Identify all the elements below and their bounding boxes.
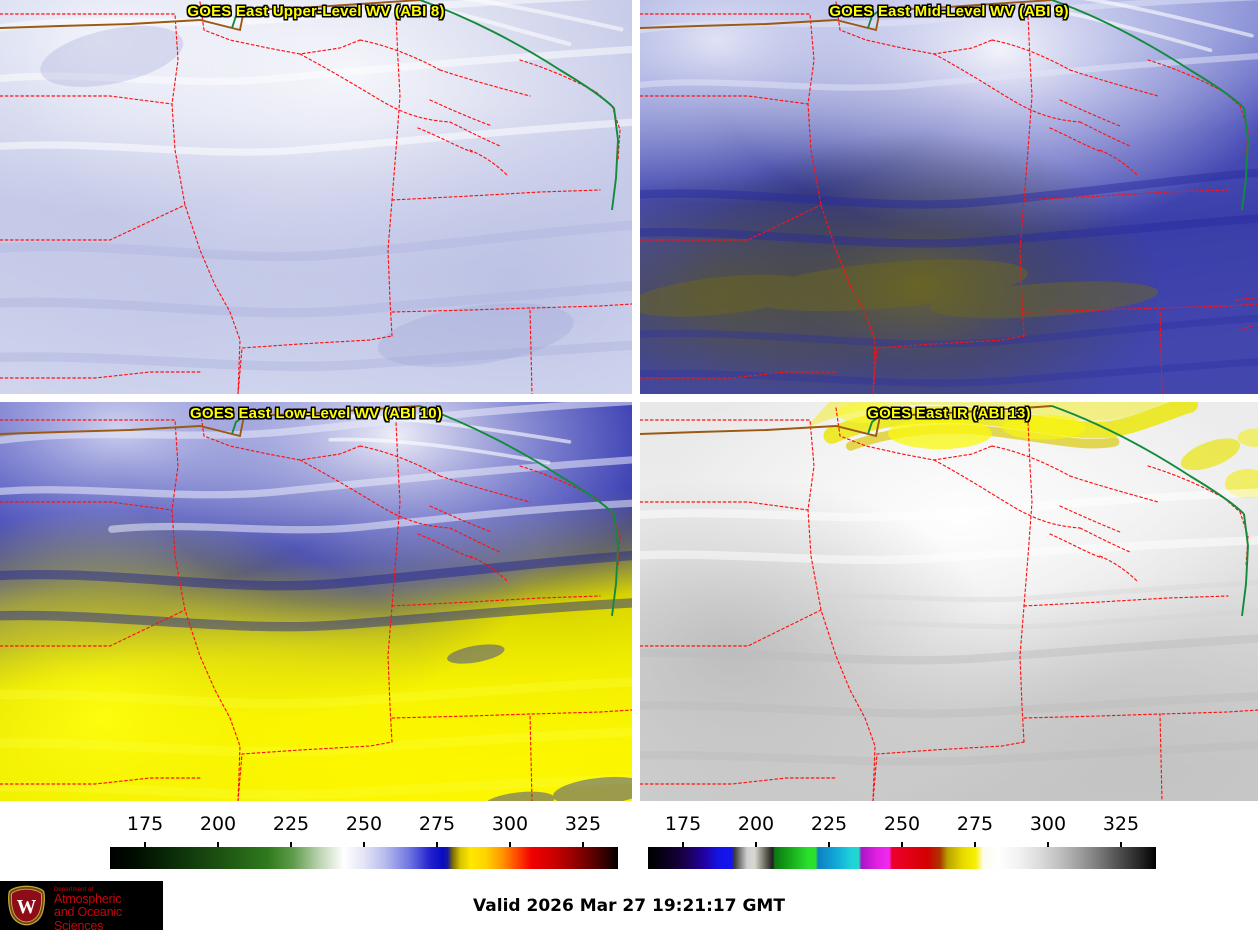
colorbar-tick-mark [682, 842, 685, 848]
colorbar-ir-gradient [648, 847, 1156, 869]
international-border-land [0, 0, 421, 32]
colorbar-tick-label: 225 [272, 813, 310, 835]
satellite-panel-grid: GOES East Upper-Level WV (ABI 8) [0, 0, 1258, 801]
colorbar-tick-label: 250 [345, 813, 383, 835]
colorbar-tick-label: 200 [199, 813, 237, 835]
colorbar-row: 175 200 225 250 275 300 325 175 200 225 250 275 300… [0, 801, 1258, 881]
satellite-imagery-upper-level-wv [0, 0, 632, 394]
colorbar-ir-tick-labels: 175 200 225 250 275 300 325 [629, 813, 1258, 839]
satellite-imagery-low-level-wv [0, 402, 632, 801]
map-borders-overlay [640, 0, 1258, 394]
colorbar-tick-mark [435, 842, 438, 848]
map-borders-overlay [640, 405, 1258, 801]
colorbar-tick-mark [290, 842, 292, 848]
colorbar-tick-mark [1119, 842, 1122, 848]
international-border-land [640, 0, 1053, 32]
colorbar-tick-mark [828, 842, 830, 848]
state-borders [0, 1, 632, 394]
panel-ir[interactable]: GOES East IR (ABI 13) [640, 402, 1258, 801]
satellite-imagery-mid-level-wv [640, 0, 1258, 394]
panel-title-mid-level-wv: GOES East Mid-Level WV (ABI 9) [829, 3, 1069, 20]
panel-title-ir: GOES East IR (ABI 13) [867, 405, 1031, 422]
colorbar-tick-label: 275 [956, 813, 994, 835]
panel-title-low-level-wv: GOES East Low-Level WV (ABI 10) [189, 405, 443, 422]
colorbar-infrared[interactable]: 175 200 225 250 275 300 325 [629, 801, 1258, 881]
colorbar-tick-mark [363, 842, 365, 848]
international-border-land [0, 405, 421, 438]
colorbar-tick-label: 175 [664, 813, 702, 835]
colorbar-wv-tick-labels: 175 200 225 250 275 300 325 [0, 813, 629, 839]
colorbar-wv-gradient [110, 847, 618, 869]
colorbar-wv-ticks [0, 842, 629, 848]
colorbar-tick-mark [973, 842, 976, 848]
uw-crest-icon: W [8, 885, 45, 926]
colorbar-tick-label: 300 [1029, 813, 1067, 835]
international-border-land [640, 405, 1053, 438]
colorbar-tick-mark [755, 842, 758, 848]
state-borders [640, 1, 1258, 394]
colorbar-tick-mark [508, 842, 511, 848]
colorbar-tick-label: 275 [418, 813, 456, 835]
international-border-water [231, 0, 619, 211]
uw-aos-logo: W Department of Atmospheric and Oceanic … [0, 881, 163, 933]
uw-aos-logo-text: Department of Atmospheric and Oceanic Sc… [54, 887, 159, 933]
colorbar-tick-mark [581, 842, 584, 848]
panel-low-level-wv[interactable]: GOES East Low-Level WV (ABI 10) [0, 402, 632, 801]
colorbar-tick-label: 325 [1102, 813, 1140, 835]
state-borders [640, 407, 1258, 801]
colorbar-tick-label: 225 [810, 813, 848, 835]
colorbar-tick-label: 325 [564, 813, 602, 835]
colorbar-tick-label: 175 [126, 813, 164, 835]
colorbar-ir-ticks [629, 842, 1258, 848]
colorbar-tick-mark [901, 842, 903, 848]
footer: W Department of Atmospheric and Oceanic … [0, 881, 1258, 933]
international-border-water [867, 0, 1249, 211]
colorbar-tick-label: 200 [737, 813, 775, 835]
logo-line-1: Atmospheric [54, 892, 122, 907]
international-border-water [867, 405, 1249, 617]
map-borders-overlay [0, 405, 632, 801]
colorbar-tick-label: 300 [491, 813, 529, 835]
colorbar-water-vapor[interactable]: 175 200 225 250 275 300 325 [0, 801, 629, 881]
panel-upper-level-wv[interactable]: GOES East Upper-Level WV (ABI 8) [0, 0, 632, 394]
colorbar-tick-mark [144, 842, 147, 848]
colorbar-tick-mark [1046, 842, 1049, 848]
logo-department-label: Department of [54, 887, 94, 893]
colorbar-tick-label: 250 [883, 813, 921, 835]
valid-time-label: Valid 2026 Mar 27 19:21:17 GMT [473, 895, 785, 916]
cold-cloud-tops [804, 402, 1258, 499]
state-borders [0, 407, 632, 801]
panel-mid-level-wv[interactable]: GOES East Mid-Level WV (ABI 9) [640, 0, 1258, 394]
logo-line-2: and Oceanic Sciences [54, 905, 122, 933]
colorbar-tick-mark [217, 842, 220, 848]
panel-title-upper-level-wv: GOES East Upper-Level WV (ABI 8) [187, 3, 445, 20]
map-borders-overlay [0, 0, 632, 394]
international-border-water [231, 405, 619, 617]
svg-text:W: W [17, 896, 37, 918]
